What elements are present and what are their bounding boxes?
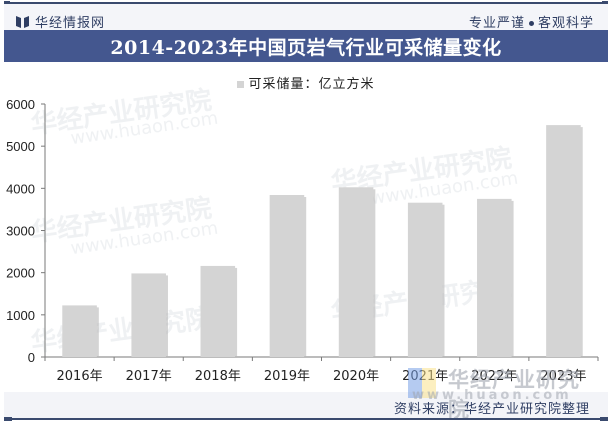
bottom-border [4, 417, 608, 421]
bar[interactable] [131, 273, 166, 357]
y-tick-label: 4000 [6, 181, 35, 196]
book-logo-icon [16, 15, 29, 28]
y-tick-label: 3000 [6, 224, 35, 239]
bar[interactable] [546, 125, 581, 357]
header: 华经情报网 专业严谨 客观科学 [4, 4, 608, 31]
y-tick-label: 6000 [6, 97, 35, 112]
chart-title: 2014-2023年中国页岩气行业可采储量变化 [110, 36, 502, 59]
x-tick-label: 2020年 [333, 369, 379, 384]
bar[interactable] [200, 265, 236, 357]
y-tick-label: 1000 [6, 308, 35, 323]
bar[interactable] [338, 187, 374, 357]
x-tick-label: 2019年 [264, 369, 310, 384]
y-tick-label: 0 [28, 350, 35, 365]
watermark-block-blue-icon [408, 368, 422, 398]
bar[interactable] [62, 305, 97, 357]
watermark-block-yellow-icon [422, 368, 436, 398]
legend-label: 可采储量：亿立方米 [248, 77, 375, 92]
x-tick-label: 2017年 [126, 369, 172, 384]
x-tick-label: 2016年 [57, 369, 103, 384]
brand-watermark: 华经产业研究院 www.huaon.com [408, 366, 598, 422]
slogan-left: 专业严谨 [468, 16, 525, 31]
x-tick-label: 2018年 [195, 369, 241, 384]
bar[interactable] [477, 198, 512, 357]
x-tick-label: 2023年 [540, 369, 586, 384]
legend-swatch-icon [237, 81, 245, 88]
slogan-right: 客观科学 [537, 16, 594, 31]
chart-title-bar: 2014-2023年中国页岩气行业可采储量变化 [4, 30, 608, 62]
bullet-dot-icon [528, 21, 534, 26]
bar[interactable] [407, 202, 443, 357]
brand-name: 华经情报网 [35, 16, 106, 31]
watermark-url-text: www.huaon.com [412, 388, 572, 403]
top-border [4, 1, 608, 5]
bar[interactable] [269, 194, 305, 357]
brand-logo[interactable]: 华经情报网 [16, 12, 105, 31]
y-tick-label: 5000 [6, 139, 35, 154]
watermark-brand-text: 华经产业研究院 [448, 368, 580, 422]
x-tick-label: 2022年 [471, 369, 517, 384]
y-tick-label: 2000 [6, 266, 35, 281]
chart-legend: 可采储量：亿立方米 [0, 73, 612, 92]
slogan: 专业严谨 客观科学 [469, 12, 594, 31]
footer-background [4, 392, 608, 418]
data-source: 资料来源：华经产业研究院整理 [393, 402, 590, 417]
